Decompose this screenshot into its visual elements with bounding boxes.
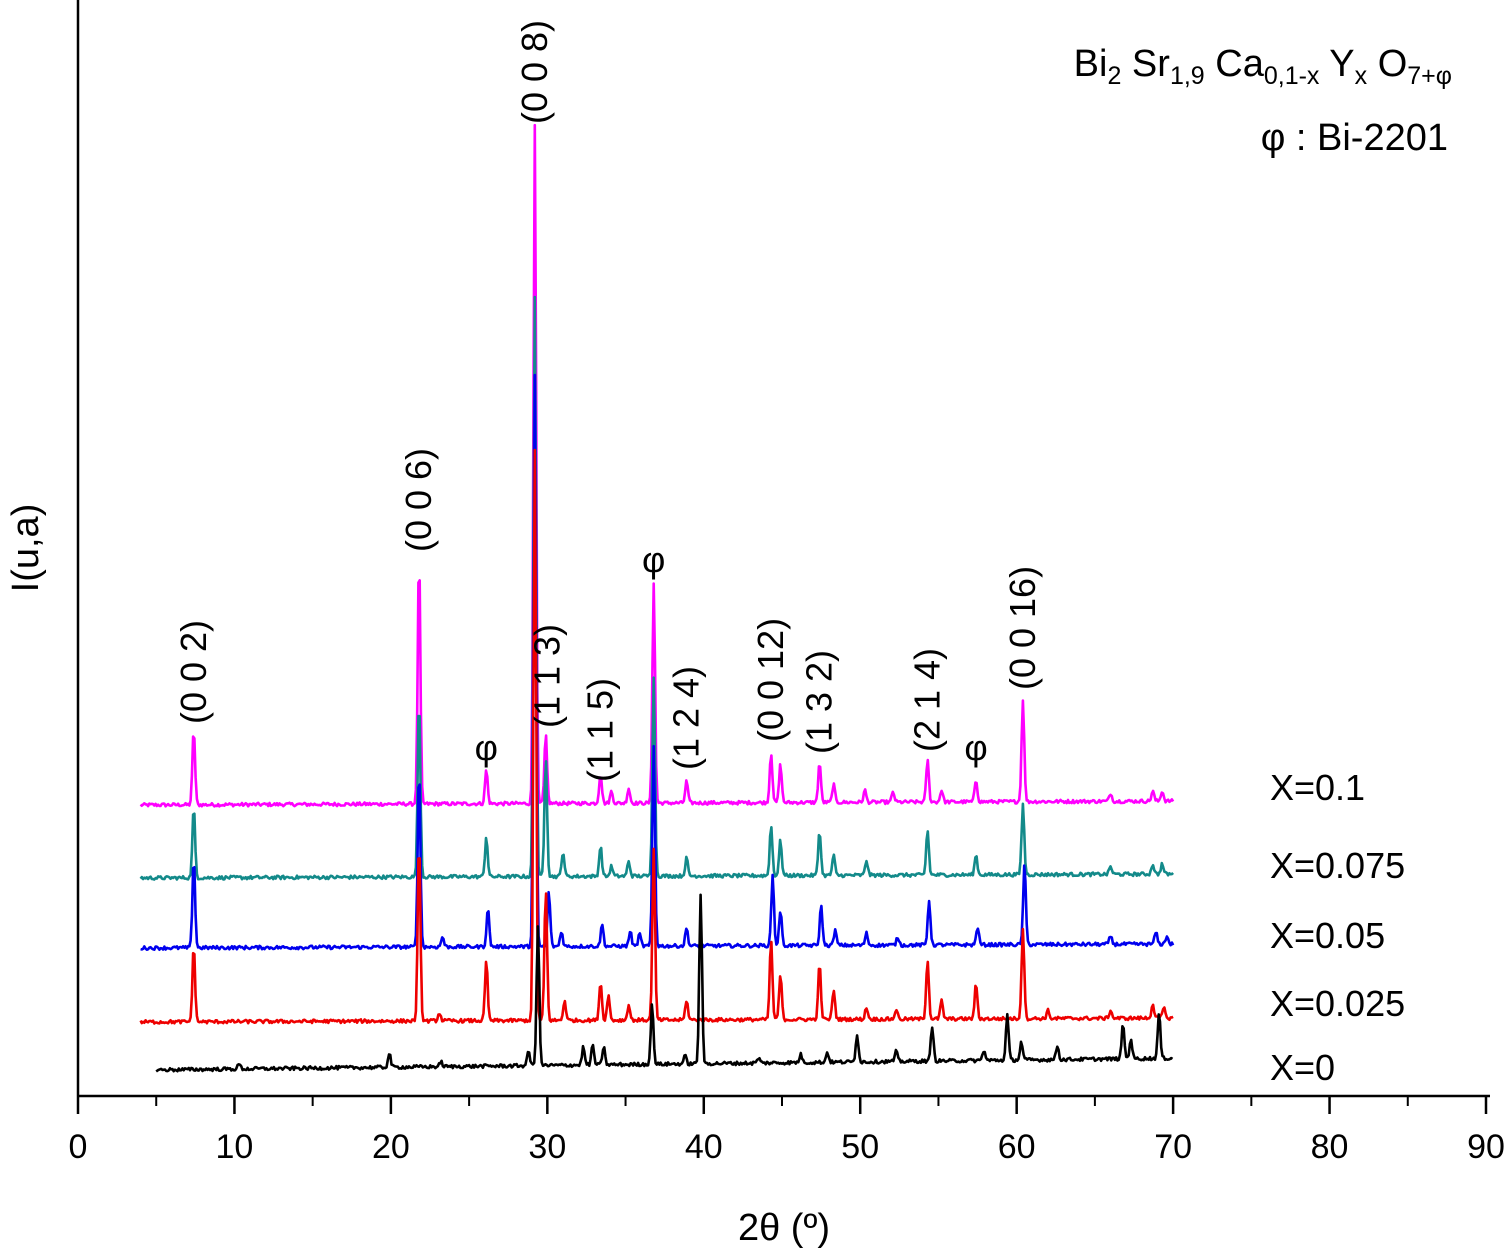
peak-annotations: (0 0 2) (0 0 6) (0 0 8) (1 1 3) (1 1 5) (1 2 … [173, 20, 1043, 782]
formula-label: Bi2 Sr1,9 Ca0,1-x Yx O7+φ [1074, 43, 1452, 90]
x-axis-ticks: 0 10 20 30 40 50 60 70 80 90 [69, 1096, 1505, 1166]
hkl-label: (0 0 8) [514, 20, 555, 124]
series-line-2 [140, 373, 1175, 952]
x-tick-label: 0 [69, 1128, 88, 1166]
series-line-0 [139, 123, 1175, 808]
hkl-label: (1 1 3) [526, 624, 567, 728]
series-label: X=0 [1270, 1047, 1335, 1088]
x-tick-label: 30 [528, 1128, 566, 1166]
series-label: X=0.025 [1270, 983, 1405, 1024]
x-tick-label: 90 [1467, 1128, 1505, 1166]
hkl-label: (0 0 2) [173, 620, 214, 724]
y-axis-label: I(u,a) [5, 504, 47, 593]
phi-marker: φ [964, 727, 987, 768]
phi-marker: φ [475, 727, 498, 768]
hkl-label: (0 0 6) [398, 448, 439, 552]
x-tick-label: 70 [1154, 1128, 1192, 1166]
series-label: X=0.05 [1270, 915, 1385, 956]
hkl-label: (1 2 4) [666, 666, 707, 770]
xrd-traces [139, 123, 1175, 1073]
x-tick-label: 10 [216, 1128, 254, 1166]
hkl-label: (0 0 16) [1002, 566, 1043, 690]
series-line-1 [139, 295, 1175, 881]
hkl-label: (0 0 12) [750, 618, 791, 742]
x-tick-label: 60 [998, 1128, 1036, 1166]
x-tick-label: 20 [372, 1128, 410, 1166]
series-labels: X=0.1 X=0.075 X=0.05 X=0.025 X=0 [1270, 767, 1405, 1088]
hkl-label: (1 1 5) [580, 678, 621, 782]
hkl-label: (1 3 2) [799, 650, 840, 754]
x-tick-label: 40 [685, 1128, 723, 1166]
series-line-3 [139, 448, 1174, 1025]
x-axis-label: 2θ (º) [738, 1207, 830, 1249]
series-label: X=0.075 [1270, 845, 1405, 886]
hkl-label: (2 1 4) [906, 648, 947, 752]
phase-note: φ : Bi-2201 [1261, 117, 1448, 159]
x-tick-label: 50 [841, 1128, 879, 1166]
x-tick-label: 80 [1311, 1128, 1349, 1166]
series-label: X=0.1 [1270, 767, 1365, 808]
phi-marker: φ [642, 539, 665, 580]
series-line-4 [155, 893, 1174, 1073]
